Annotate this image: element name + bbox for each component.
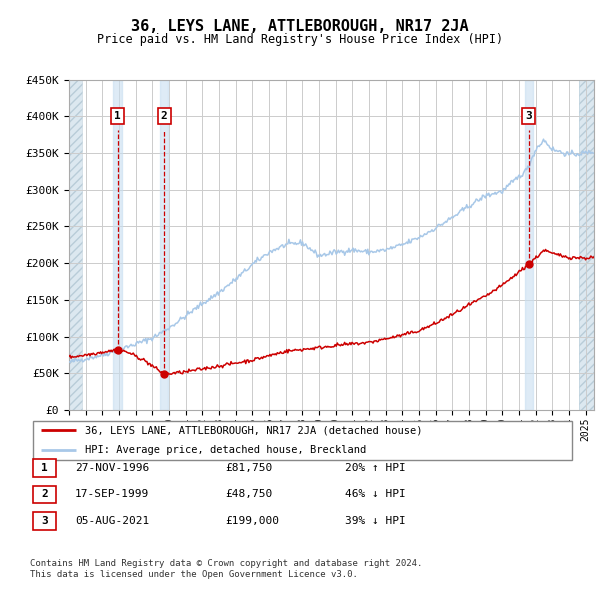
- Text: £199,000: £199,000: [225, 516, 279, 526]
- Bar: [160, 80, 169, 410]
- Text: This data is licensed under the Open Government Licence v3.0.: This data is licensed under the Open Gov…: [30, 570, 358, 579]
- Text: 36, LEYS LANE, ATTLEBOROUGH, NR17 2JA: 36, LEYS LANE, ATTLEBOROUGH, NR17 2JA: [131, 19, 469, 34]
- Text: 2: 2: [41, 490, 48, 499]
- Text: 39% ↓ HPI: 39% ↓ HPI: [345, 516, 406, 526]
- Text: 46% ↓ HPI: 46% ↓ HPI: [345, 490, 406, 499]
- Text: 1: 1: [41, 463, 48, 473]
- Bar: [113, 80, 122, 410]
- Text: 36, LEYS LANE, ATTLEBOROUGH, NR17 2JA (detached house): 36, LEYS LANE, ATTLEBOROUGH, NR17 2JA (d…: [85, 425, 422, 435]
- Text: HPI: Average price, detached house, Breckland: HPI: Average price, detached house, Brec…: [85, 445, 366, 455]
- Bar: [524, 80, 533, 410]
- FancyBboxPatch shape: [33, 421, 572, 460]
- Text: 3: 3: [526, 112, 532, 122]
- Text: 17-SEP-1999: 17-SEP-1999: [75, 490, 149, 499]
- Text: 27-NOV-1996: 27-NOV-1996: [75, 463, 149, 473]
- Text: 1: 1: [114, 112, 121, 122]
- Text: Contains HM Land Registry data © Crown copyright and database right 2024.: Contains HM Land Registry data © Crown c…: [30, 559, 422, 568]
- Text: £48,750: £48,750: [225, 490, 272, 499]
- Text: £81,750: £81,750: [225, 463, 272, 473]
- Text: Price paid vs. HM Land Registry's House Price Index (HPI): Price paid vs. HM Land Registry's House …: [97, 33, 503, 46]
- Text: 05-AUG-2021: 05-AUG-2021: [75, 516, 149, 526]
- Text: 3: 3: [41, 516, 48, 526]
- Text: 20% ↑ HPI: 20% ↑ HPI: [345, 463, 406, 473]
- Text: 2: 2: [161, 112, 167, 122]
